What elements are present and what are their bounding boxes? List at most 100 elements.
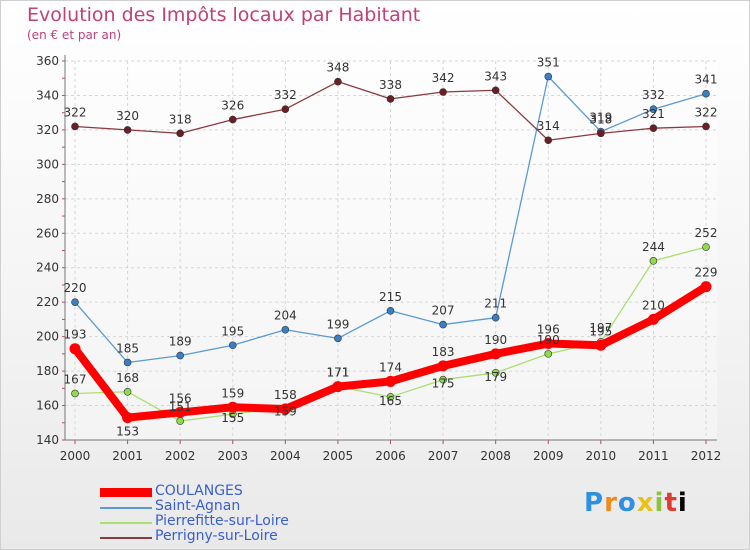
data-point-coulanges (490, 348, 502, 360)
x-tick-label: 2011 (638, 449, 669, 463)
data-label-pierrefitte-sur-loire: 159 (274, 404, 297, 418)
chart-title: Evolution des Impôts locaux par Habitant (27, 4, 421, 26)
data-label-coulanges: 196 (537, 323, 560, 337)
data-point-saint-agnan (176, 351, 184, 360)
data-point-pierrefitte-sur-loire (439, 375, 447, 384)
data-label-saint-agnan: 341 (695, 73, 718, 87)
data-label-coulanges: 229 (695, 266, 718, 280)
y-tick-label: 160 (36, 399, 59, 413)
x-tick-label: 2007 (428, 449, 459, 463)
data-point-pierrefitte-sur-loire (544, 350, 553, 358)
data-point-coulanges (385, 375, 396, 387)
data-point-pierrefitte-sur-loire (386, 393, 395, 401)
data-label-saint-agnan: 351 (537, 56, 560, 70)
data-label-perrigny-sur-loire: 322 (64, 105, 87, 119)
y-tick-label: 340 (36, 88, 59, 102)
x-tick-label: 2010 (586, 449, 617, 463)
data-label-saint-agnan: 215 (379, 290, 402, 304)
data-label-saint-agnan: 319 (589, 111, 612, 125)
data-point-perrigny-sur-loire (439, 88, 447, 96)
data-point-coulanges (542, 338, 554, 350)
data-label-pierrefitte-sur-loire: 168 (116, 371, 139, 385)
data-point-saint-agnan (281, 325, 290, 334)
y-tick-label: 280 (36, 192, 59, 206)
data-label-perrigny-sur-loire: 332 (274, 88, 297, 102)
data-point-perrigny-sur-loire (386, 95, 395, 103)
data-point-saint-agnan (702, 89, 710, 98)
data-label-coulanges: 159 (221, 386, 244, 400)
y-tick-label: 260 (36, 226, 59, 240)
x-tick-label: 2002 (165, 449, 196, 463)
data-label-saint-agnan: 189 (169, 335, 192, 349)
legend-label: COULANGES (155, 483, 243, 499)
data-label-perrigny-sur-loire: 338 (379, 78, 402, 92)
data-point-perrigny-sur-loire (649, 124, 658, 132)
data-label-pierrefitte-sur-loire: 155 (221, 411, 244, 425)
data-label-coulanges: 193 (64, 328, 87, 342)
legend-swatch (100, 522, 152, 524)
data-point-saint-agnan (386, 306, 395, 315)
data-label-coulanges: 183 (432, 345, 455, 359)
data-point-coulanges (332, 381, 344, 393)
data-label-pierrefitte-sur-loire: 252 (695, 226, 718, 240)
chart-subtitle: (en € et par an) (27, 28, 122, 42)
data-label-pierrefitte-sur-loire: 151 (169, 400, 192, 414)
data-point-perrigny-sur-loire (544, 136, 553, 145)
data-label-perrigny-sur-loire: 321 (642, 107, 665, 121)
data-point-saint-agnan (544, 72, 553, 81)
data-label-pierrefitte-sur-loire: 179 (484, 370, 507, 384)
data-label-coulanges: 195 (589, 324, 612, 338)
data-label-saint-agnan: 207 (432, 304, 455, 318)
x-tick-label: 2000 (60, 449, 91, 463)
data-point-saint-agnan (491, 313, 500, 322)
data-point-saint-agnan (649, 105, 658, 114)
data-label-saint-agnan: 220 (64, 281, 87, 295)
data-label-saint-agnan: 195 (221, 324, 244, 338)
y-tick-label: 220 (36, 295, 59, 309)
legend-swatch (100, 488, 152, 497)
data-point-perrigny-sur-loire (334, 77, 342, 86)
y-tick-label: 180 (36, 364, 59, 378)
data-point-coulanges (279, 403, 291, 415)
data-point-saint-agnan (123, 358, 132, 367)
data-label-pierrefitte-sur-loire: 167 (64, 372, 87, 386)
x-tick-label: 2012 (691, 449, 722, 463)
y-tick-label: 300 (36, 157, 59, 171)
legend-swatch (100, 507, 152, 509)
y-tick-label: 360 (36, 54, 59, 68)
data-point-coulanges (437, 360, 449, 372)
data-point-coulanges (122, 412, 134, 424)
data-point-pierrefitte-sur-loire (123, 387, 132, 396)
data-point-perrigny-sur-loire (597, 129, 605, 138)
data-point-coulanges (595, 339, 607, 351)
data-label-pierrefitte-sur-loire: 190 (537, 333, 560, 347)
data-point-pierrefitte-sur-loire (491, 369, 500, 377)
legend-label: Pierrefitte-sur-Loire (155, 513, 289, 529)
data-point-perrigny-sur-loire (228, 115, 237, 124)
data-point-perrigny-sur-loire (176, 129, 184, 138)
x-tick-label: 2006 (375, 449, 406, 463)
data-label-saint-agnan: 211 (484, 297, 507, 311)
data-label-perrigny-sur-loire: 348 (326, 61, 349, 75)
data-label-saint-agnan: 204 (274, 309, 297, 323)
data-point-perrigny-sur-loire (281, 105, 290, 114)
data-label-saint-agnan: 199 (326, 317, 349, 331)
data-point-coulanges (174, 406, 186, 418)
data-point-saint-agnan (228, 341, 237, 350)
data-label-pierrefitte-sur-loire: 175 (432, 377, 455, 391)
y-tick-label: 240 (36, 261, 59, 275)
data-label-perrigny-sur-loire: 318 (589, 112, 612, 126)
x-tick-label: 2001 (112, 449, 143, 463)
y-tick-label: 200 (36, 330, 59, 344)
y-tick-label: 320 (36, 123, 59, 137)
y-tick-label: 140 (36, 433, 59, 447)
data-label-perrigny-sur-loire: 342 (432, 71, 455, 85)
data-label-pierrefitte-sur-loire: 197 (589, 321, 612, 335)
data-point-coulanges (700, 281, 712, 293)
data-point-perrigny-sur-loire (123, 126, 132, 134)
data-label-pierrefitte-sur-loire: 171 (326, 366, 349, 380)
data-point-pierrefitte-sur-loire (176, 417, 184, 425)
data-label-perrigny-sur-loire: 326 (221, 99, 244, 113)
